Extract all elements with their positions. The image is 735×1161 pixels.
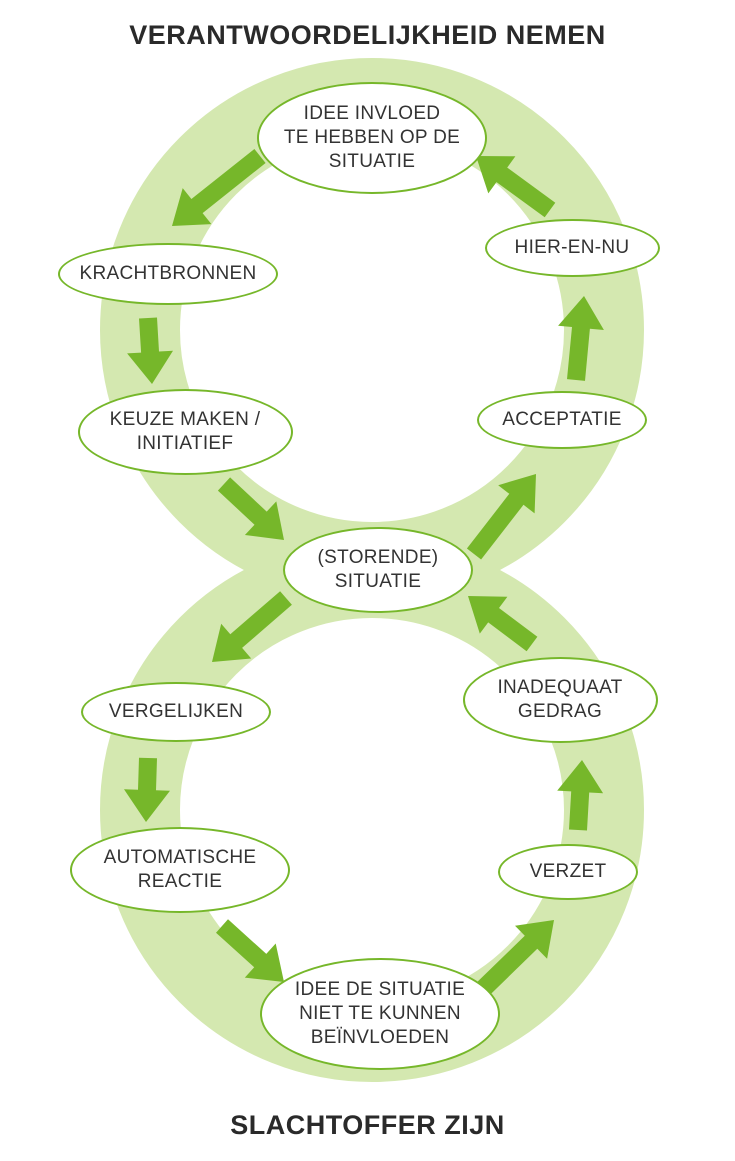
node-label: HIER-EN-NU: [505, 236, 640, 260]
node-verzet: VERZET: [498, 844, 638, 900]
node-idee-invloed: IDEE INVLOED TE HEBBEN OP DE SITUATIE: [257, 82, 487, 194]
node-label: KRACHTBRONNEN: [69, 262, 266, 286]
node-situatie: (STORENDE) SITUATIE: [283, 527, 473, 613]
node-label: VERZET: [520, 860, 617, 884]
title-top: VERANTWOORDELIJKHEID NEMEN: [0, 20, 735, 51]
node-idee-niet: IDEE DE SITUATIE NIET TE KUNNEN BEÏNVLOE…: [260, 958, 500, 1070]
node-label: IDEE INVLOED TE HEBBEN OP DE SITUATIE: [274, 102, 470, 173]
node-automatisch: AUTOMATISCHE REACTIE: [70, 827, 290, 913]
node-krachtbronnen: KRACHTBRONNEN: [58, 243, 278, 305]
node-label: KEUZE MAKEN / INITIATIEF: [100, 408, 271, 456]
node-label: VERGELIJKEN: [99, 700, 253, 724]
node-label: AUTOMATISCHE REACTIE: [94, 846, 267, 894]
node-label: IDEE DE SITUATIE NIET TE KUNNEN BEÏNVLOE…: [285, 978, 475, 1049]
node-label: ACCEPTATIE: [492, 408, 631, 432]
node-label: (STORENDE) SITUATIE: [308, 546, 449, 594]
title-bottom: SLACHTOFFER ZIJN: [0, 1110, 735, 1141]
node-vergelijken: VERGELIJKEN: [81, 682, 271, 742]
node-hier-en-nu: HIER-EN-NU: [485, 219, 660, 277]
node-keuze: KEUZE MAKEN / INITIATIEF: [78, 389, 293, 475]
node-label: INADEQUAAT GEDRAG: [487, 676, 632, 724]
node-acceptatie: ACCEPTATIE: [477, 391, 647, 449]
diagram-stage: VERANTWOORDELIJKHEID NEMEN SLACHTOFFER Z…: [0, 0, 735, 1161]
node-inadequaat: INADEQUAAT GEDRAG: [463, 657, 658, 743]
